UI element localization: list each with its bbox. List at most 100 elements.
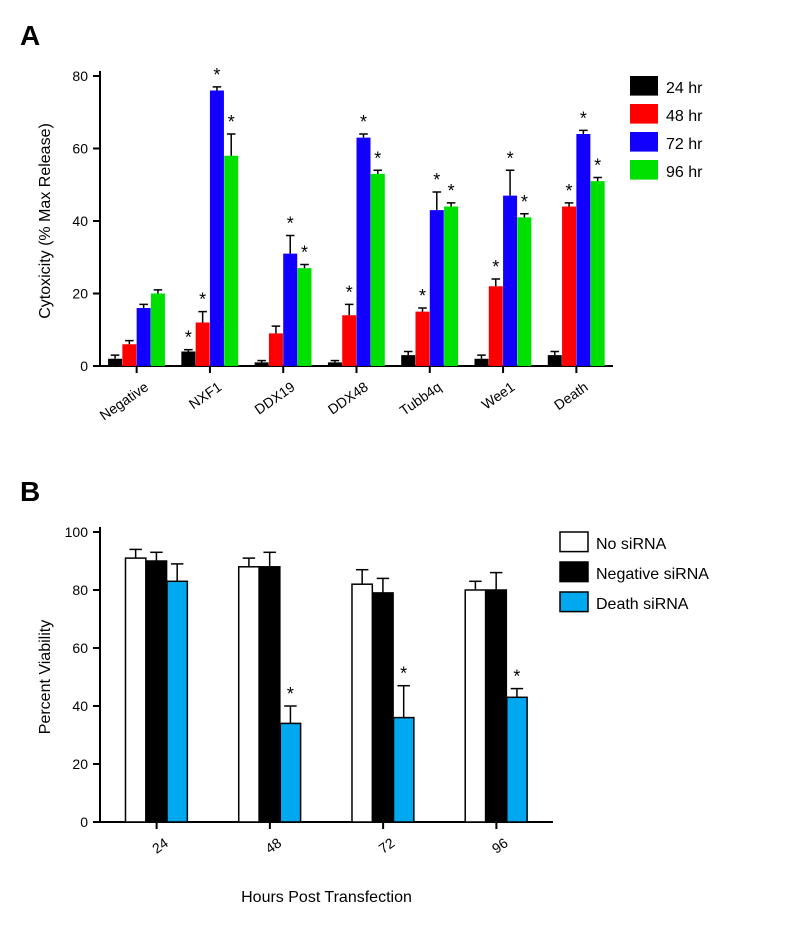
- svg-text:60: 60: [72, 640, 88, 656]
- svg-text:Negative: Negative: [97, 378, 152, 423]
- bar: [280, 723, 300, 822]
- panel-a-label: A: [20, 20, 773, 52]
- svg-text:20: 20: [72, 756, 88, 772]
- bar: [151, 294, 165, 367]
- svg-text:80: 80: [72, 68, 88, 84]
- bar: [146, 561, 166, 822]
- svg-text:*: *: [419, 286, 426, 306]
- bar: [562, 207, 576, 367]
- bar: [259, 567, 279, 822]
- svg-text:*: *: [507, 148, 514, 168]
- svg-text:40: 40: [72, 213, 88, 229]
- bar: [548, 355, 562, 366]
- legend-label: Negative siRNA: [596, 566, 709, 583]
- bar: [371, 174, 385, 366]
- bar: [125, 558, 145, 822]
- svg-text:96: 96: [489, 834, 511, 856]
- bar: [507, 697, 527, 822]
- svg-text:0: 0: [80, 814, 88, 830]
- bar: [465, 590, 485, 822]
- bar: [342, 315, 356, 366]
- svg-text:*: *: [492, 257, 499, 277]
- svg-text:20: 20: [72, 286, 88, 302]
- svg-text:DDX48: DDX48: [325, 378, 371, 417]
- legend-label: 96 hr: [666, 164, 703, 181]
- bar: [591, 181, 605, 366]
- svg-text:Percent Viability: Percent Viability: [37, 620, 54, 734]
- bar: [210, 91, 224, 367]
- svg-text:100: 100: [65, 524, 89, 540]
- legend-swatch: [560, 592, 588, 612]
- svg-text:DDX19: DDX19: [251, 378, 297, 417]
- bar: [224, 156, 238, 366]
- svg-text:80: 80: [72, 582, 88, 598]
- svg-text:60: 60: [72, 141, 88, 157]
- legend-label: 24 hr: [666, 80, 703, 97]
- bar: [373, 593, 393, 822]
- svg-text:*: *: [346, 282, 353, 302]
- svg-text:48: 48: [262, 834, 284, 856]
- bar: [430, 210, 444, 366]
- svg-text:*: *: [185, 328, 192, 348]
- legend-label: 48 hr: [666, 108, 703, 125]
- bar: [503, 196, 517, 366]
- bar: [474, 359, 488, 366]
- svg-text:72: 72: [376, 834, 398, 856]
- svg-text:Death: Death: [551, 378, 591, 413]
- bar: [517, 217, 531, 366]
- bar: [486, 590, 506, 822]
- svg-text:*: *: [301, 243, 308, 263]
- bar: [394, 718, 414, 822]
- legend-swatch: [630, 132, 658, 152]
- svg-text:*: *: [433, 170, 440, 190]
- legend-label: Death siRNA: [596, 596, 689, 613]
- svg-text:*: *: [521, 192, 528, 212]
- legend-label: 72 hr: [666, 136, 703, 153]
- svg-text:*: *: [199, 290, 206, 310]
- svg-text:*: *: [360, 112, 367, 132]
- bar: [401, 355, 415, 366]
- bar: [576, 134, 590, 366]
- bar: [196, 323, 210, 367]
- svg-text:*: *: [213, 65, 220, 85]
- legend-swatch: [630, 160, 658, 180]
- bar: [137, 308, 151, 366]
- svg-text:*: *: [287, 214, 294, 234]
- bar: [444, 207, 458, 367]
- svg-text:Tubb4q: Tubb4q: [397, 378, 445, 418]
- legend-swatch: [560, 532, 588, 552]
- svg-text:40: 40: [72, 698, 88, 714]
- svg-text:*: *: [448, 181, 455, 201]
- svg-text:Wee1: Wee1: [479, 378, 518, 412]
- bar: [239, 567, 259, 822]
- svg-text:24: 24: [149, 834, 171, 856]
- svg-text:*: *: [566, 181, 573, 201]
- bar: [328, 362, 342, 366]
- panel-a-chart: 0 20 40 60 80 Cytoxicity (% Max Release) Negat…: [20, 56, 773, 456]
- bar: [283, 254, 297, 366]
- svg-text:NXF1: NXF1: [186, 378, 225, 412]
- svg-text:*: *: [594, 156, 601, 176]
- svg-text:*: *: [374, 148, 381, 168]
- bar: [489, 286, 503, 366]
- bar: [269, 333, 283, 366]
- bar: [108, 359, 122, 366]
- svg-text:Cytoxicity (% Max Release): Cytoxicity (% Max Release): [37, 123, 54, 319]
- svg-text:Hours Post Transfection: Hours Post Transfection: [241, 889, 412, 906]
- bar: [415, 312, 429, 366]
- bar: [352, 584, 372, 822]
- bar: [298, 268, 312, 366]
- panel-b-label: B: [20, 476, 773, 508]
- bar: [181, 352, 195, 367]
- svg-text:*: *: [580, 108, 587, 128]
- svg-text:0: 0: [80, 358, 88, 374]
- legend-swatch: [630, 104, 658, 124]
- legend-swatch: [630, 76, 658, 96]
- svg-text:*: *: [513, 667, 520, 687]
- bar: [255, 362, 269, 366]
- bar: [122, 344, 136, 366]
- bar: [167, 581, 187, 822]
- bar: [357, 138, 371, 366]
- legend-label: No siRNA: [596, 536, 667, 553]
- svg-text:*: *: [287, 684, 294, 704]
